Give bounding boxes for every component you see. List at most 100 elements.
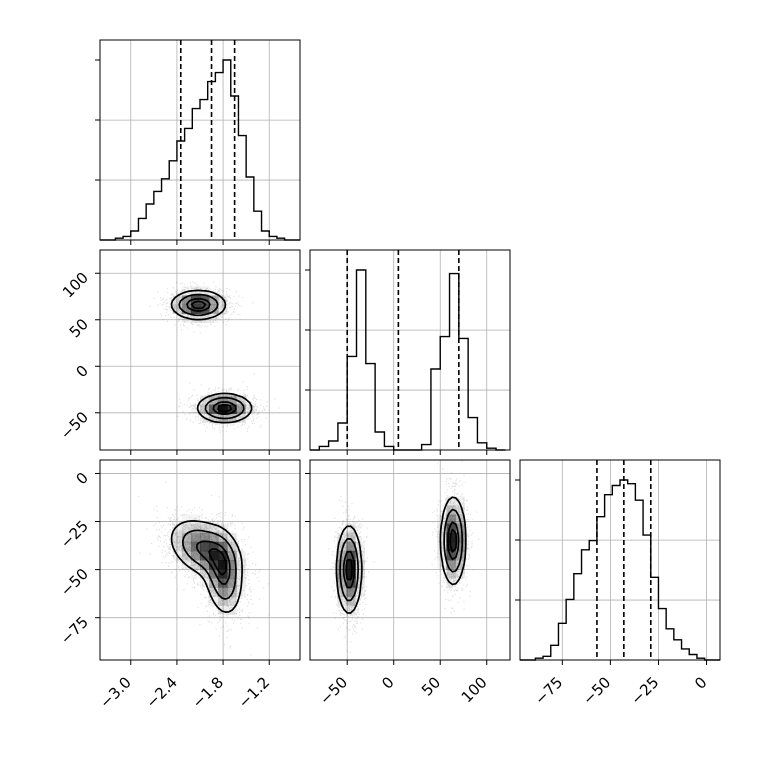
joint-0-1-hist2d-cell: [227, 395, 237, 405]
joint-0-2-ytick-label-1: −50: [57, 565, 92, 600]
joint-0-1-hist2d-cell: [209, 295, 219, 305]
joint-0-1-ytick-label-3: 100: [59, 269, 92, 302]
joint-1-2-hist2d-cell: [337, 596, 347, 606]
joint-0-1-hist2d-cell: [190, 313, 201, 324]
joint-0-2-contour-2: [208, 548, 227, 576]
joint-1-2-hist2d-cell: [346, 587, 356, 597]
joint-0-2-hist2d-cell: [181, 541, 192, 552]
joint-0-2-hist2d-cell: [209, 541, 219, 552]
joint-0-2-hist2d-cell: [190, 532, 201, 543]
joint-1-2-hist2d-cell: [455, 523, 465, 534]
joint-0-2-hist2d-cell: [209, 523, 219, 534]
joint-1-2-hist2d-cell: [346, 541, 356, 552]
joint-0-2-hist2d-cell: [218, 578, 228, 588]
joint-0-2-hist2d-cell: [200, 541, 210, 552]
joint-0-1-hist2d-cell: [218, 395, 228, 405]
joint-0-2-hist2d-cell: [200, 523, 210, 534]
joint-0-2-xtick-label-2: −1.8: [189, 673, 227, 711]
joint-0-1-hist2d-cell: [181, 295, 192, 305]
joint-0-1-hist2d-cell: [172, 295, 183, 305]
histogram-0-step-line: [100, 59, 300, 241]
joint-1-2-hist2d-cell: [337, 550, 347, 561]
joint-1-2-hist2d-cell: [437, 532, 447, 543]
joint-0-2-hist2d-cell: [190, 569, 201, 579]
joint-0-2-xtick-label-3: −1.2: [235, 673, 273, 711]
joint-1-2-contour-0: [339, 508, 464, 602]
joint-1-2-hist2d-cell: [337, 560, 347, 570]
joint-1-2-hist2d-cell: [355, 560, 365, 570]
joint-1-2-hist2d-cell: [437, 523, 447, 534]
joint-0-1-hist2d-cell: [245, 404, 255, 414]
histogram-2-xtick-label-1: −50: [579, 673, 614, 708]
histogram-2-frame: [519, 459, 721, 661]
joint-0-2-hist2d-cell: [209, 569, 219, 579]
joint-0-1-contour-outer: [170, 289, 253, 424]
joint-0-2-hist2d-cell: [172, 532, 183, 543]
joint-0-2-plot-area: [138, 481, 270, 656]
joint-0-1-hist2d-cell: [218, 304, 228, 314]
joint-0-2-hist2d-cell: [209, 560, 219, 570]
joint-1-2-xtick-label-3: 100: [458, 673, 491, 706]
joint-0-2-hist2d-cell: [190, 523, 201, 534]
joint-0-1-plot-area: [149, 281, 280, 433]
joint-1-2-hist2d-cell: [346, 605, 356, 615]
joint-0-1-scatter-points: [149, 281, 280, 433]
joint-0-2-hist2d-cell: [181, 514, 192, 524]
joint-0-2-hist2d-cell: [172, 523, 183, 534]
joint-0-2-hist2d-cell: [209, 578, 219, 588]
joint-0-1: −50 0 50 100: [57, 249, 301, 455]
joint-0-2-hist2d-cell: [181, 523, 192, 534]
joint-1-2-hist2d-cell: [337, 532, 347, 543]
joint-0-2-hist2d-cell: [172, 541, 183, 552]
joint-0-2-hist2d-cell: [200, 578, 210, 588]
joint-0-1-hist2d-cell: [236, 404, 246, 414]
joint-1-2-hist2d-cell: [446, 569, 456, 579]
joint-1-2-hist2d-cell: [455, 532, 465, 543]
joint-0-1-hist2d-cell: [172, 304, 183, 314]
joint-0-2-ytick-label-3: 0: [73, 469, 92, 488]
joint-0-1-ytick-label-0: −50: [57, 408, 92, 443]
joint-0-2-hist2d-cell: [218, 605, 228, 615]
joint-0-2-ytick-label-2: −25: [57, 517, 92, 552]
joint-1-2-hist2d-cell: [455, 496, 465, 506]
joint-1-2-hist2d-cell: [346, 578, 356, 588]
joint-0-2-hist2d-cell: [209, 587, 219, 597]
histogram-1: [305, 249, 511, 455]
joint-0-1-hist2d-cell: [236, 413, 246, 424]
joint-0-1-hist2d-cell: [200, 395, 210, 405]
joint-0-2-hist2d-cell: [209, 550, 219, 561]
joint-0-2-frame: [99, 459, 301, 661]
histogram-2-xtick-label-3: 0: [691, 673, 710, 692]
joint-1-2-xtick-label-0: −50: [316, 673, 351, 708]
joint-1-2-hist2d-cell: [437, 541, 447, 552]
joint-1-2-frame: [309, 459, 511, 661]
joint-0-2-hist2d-cell: [227, 596, 237, 606]
joint-0-2-contour-1: [196, 540, 231, 585]
joint-0-2: −3.0 −2.4 −1.8 −1.2 −75 −50 −25 0: [57, 459, 301, 712]
joint-0-2-contour-0: [181, 529, 237, 600]
histogram-0: [95, 39, 301, 245]
joint-0-2-ytick-label-0: −75: [57, 613, 92, 648]
joint-0-2-hist2d-cell: [190, 541, 201, 552]
joint-0-1-ytick-label-2: 50: [66, 315, 92, 341]
joint-0-2-xtick-label-1: −2.4: [142, 673, 180, 711]
joint-0-1-ytick-label-1: 0: [73, 362, 92, 381]
joint-0-2-hist2d-cell: [218, 541, 228, 552]
joint-1-2-hist2d-cell: [446, 514, 456, 524]
joint-1-2-xtick-label-2: 50: [418, 673, 444, 699]
joint-0-1-contour-2: [190, 300, 232, 413]
joint-0-2-hist2d-cell: [200, 560, 210, 570]
joint-0-2-hist2d-cell: [190, 550, 201, 561]
joint-1-2-hist2d-cell: [446, 496, 456, 506]
joint-1-2-hist2d-cell: [355, 569, 365, 579]
joint-0-1-hist2d-cell: [209, 413, 219, 424]
histogram-2: −75 −50 −25 0: [515, 459, 721, 708]
joint-0-2-hist2d-cell: [227, 560, 237, 570]
joint-0-2-hist2d-cell: [200, 532, 210, 543]
joint-0-1-hist2d-cell: [218, 404, 228, 414]
joint-0-2-hist2d-cell: [236, 569, 246, 579]
joint-0-2-xtick-label-0: −3.0: [96, 673, 134, 711]
joint-0-1-hist2d-cell: [181, 304, 192, 314]
joint-1-2: −50 0 50 100: [305, 459, 511, 708]
